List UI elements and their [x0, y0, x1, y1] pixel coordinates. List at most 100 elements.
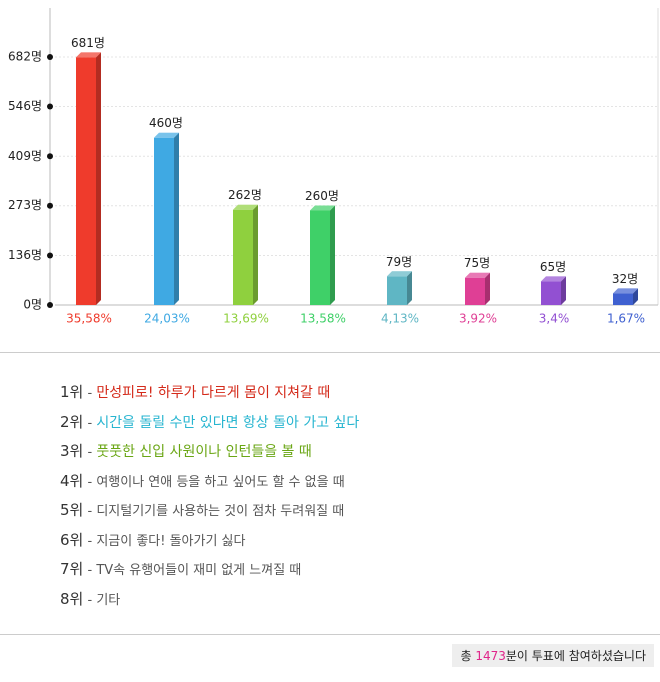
- y-tick-label: 273명: [8, 198, 42, 212]
- bar-top: [613, 288, 638, 294]
- bar-side-shade: [96, 52, 101, 306]
- bar: [613, 293, 633, 305]
- rank: 2위: [60, 412, 84, 431]
- bar-top-shade: [154, 132, 179, 138]
- footer: 총 1473분이 투표에 참여하셨습니다: [452, 644, 654, 667]
- bar-side: [485, 272, 490, 305]
- bar: [387, 276, 407, 305]
- bar-top: [465, 272, 490, 278]
- ranking-item: 6위 - 지금이 좋다! 돌아가기 싫다: [60, 526, 359, 556]
- bar-side-shade: [174, 132, 179, 305]
- dash: -: [83, 563, 97, 578]
- rank: 3위: [60, 442, 84, 460]
- tick-dot: [47, 103, 53, 110]
- bar-top: [76, 52, 101, 58]
- separator: [0, 352, 660, 353]
- footer-prefix: 총: [460, 649, 472, 663]
- ranking-item: 8위 - 기타: [60, 585, 359, 615]
- value-label: 32명: [612, 272, 638, 286]
- tick-dot: [47, 153, 53, 160]
- dash: -: [83, 415, 97, 431]
- value-label: 681명: [71, 36, 105, 50]
- bar-top-shade: [613, 288, 638, 294]
- bar: [310, 210, 330, 305]
- dash: -: [83, 386, 97, 401]
- bar-side-shade: [633, 288, 638, 305]
- tick-dot: [47, 54, 53, 60]
- ranking-text: 풋풋한 신입 사원이나 인턴들을 볼 때: [96, 444, 312, 460]
- value-label: 260명: [305, 189, 339, 203]
- ranking-item: 1위 - 만성피로! 하루가 다르게 몸이 지쳐갈 때: [60, 378, 359, 408]
- bar-side-shade: [330, 205, 335, 305]
- bar-side: [96, 52, 101, 306]
- y-tick-label: 136명: [8, 248, 42, 262]
- ranking-text: TV속 유행어들이 재미 없게 느껴질 때: [96, 563, 302, 578]
- bar-top: [387, 271, 412, 277]
- bar-side: [330, 205, 335, 305]
- bar-side-shade: [407, 271, 412, 305]
- bar-side-shade: [485, 272, 490, 305]
- x-tick-label: 4,13%: [381, 312, 419, 326]
- value-label: 75명: [464, 256, 490, 270]
- bar-top-shade: [310, 205, 335, 211]
- chart: 0명 136명 273명 409명 546명 682명 681명 35,58% 460명 24,0…: [8, 8, 659, 326]
- rank: 8위: [60, 589, 84, 608]
- ranking-text: 지금이 좋다! 돌아가기 싫다: [96, 533, 246, 549]
- y-tick-label: 409명: [8, 149, 42, 163]
- bar-top: [233, 204, 258, 210]
- bar-top-shade: [233, 204, 258, 210]
- bar-top: [541, 276, 566, 282]
- bar: [541, 281, 561, 305]
- bar-side: [253, 204, 258, 305]
- rank: 5위: [60, 501, 84, 519]
- y-tick-label: 682명: [8, 50, 42, 64]
- ranking-item: 5위 - 디지털기기를 사용하는 것이 점차 두려워질 때: [60, 496, 359, 526]
- rank: 6위: [60, 530, 84, 549]
- ranking-item: 2위 - 시간을 돌릴 수만 있다면 항상 돌아 가고 싶다: [60, 408, 359, 438]
- bar: [233, 209, 253, 305]
- dash: -: [83, 533, 97, 549]
- y-tick-label: 546명: [8, 99, 42, 113]
- separator: [0, 634, 660, 635]
- dash: -: [83, 474, 97, 490]
- x-tick-label: 35,58%: [66, 312, 112, 326]
- footer-suffix: 분이 투표에 참여하셨습니다: [505, 649, 646, 663]
- rank: 4위: [60, 471, 84, 490]
- ranking-list: 1위 - 만성피로! 하루가 다르게 몸이 지쳐갈 때 2위 - 시간을 돌릴 수…: [60, 378, 359, 614]
- rank: 7위: [60, 560, 84, 578]
- ranking-item: 4위 - 여행이나 연애 등을 하고 싶어도 할 수 없을 때: [60, 467, 359, 497]
- ranking-text: 시간을 돌릴 수만 있다면 항상 돌아 가고 싶다: [96, 414, 360, 431]
- tick-dot: [47, 252, 53, 259]
- value-label: 262명: [228, 188, 262, 202]
- bar-top: [310, 205, 335, 211]
- bar-top-shade: [541, 276, 566, 282]
- dash: -: [83, 592, 97, 608]
- bar-side: [561, 276, 566, 305]
- ranking-text: 만성피로! 하루가 다르게 몸이 지쳐갈 때: [96, 385, 331, 401]
- bar-top-shade: [76, 52, 101, 58]
- value-label: 65명: [540, 260, 566, 274]
- ranking-item: 7위 - TV속 유행어들이 재미 없게 느껴질 때: [60, 555, 359, 585]
- footer-count: 1473: [475, 649, 506, 663]
- bar-side-shade: [561, 276, 566, 305]
- value-label: 79명: [386, 255, 412, 269]
- bar: [154, 137, 174, 305]
- value-label: 460명: [149, 116, 183, 130]
- dash: -: [83, 504, 97, 519]
- rank: 1위: [60, 383, 84, 401]
- y-tick-label: 0명: [23, 298, 42, 312]
- x-tick-label: 1,67%: [607, 312, 645, 326]
- bar: [76, 57, 96, 306]
- bar-side-shade: [253, 204, 258, 305]
- x-tick-label: 3,4%: [539, 312, 570, 326]
- bar: [465, 277, 485, 305]
- ranking-text: 기타: [96, 592, 121, 608]
- ranking-item: 3위 - 풋풋한 신입 사원이나 인턴들을 볼 때: [60, 437, 359, 467]
- x-tick-label: 13,69%: [223, 312, 269, 326]
- ranking-text: 여행이나 연애 등을 하고 싶어도 할 수 없을 때: [96, 474, 345, 490]
- tick-dot: [47, 302, 53, 308]
- x-tick-label: 13,58%: [300, 312, 346, 326]
- x-tick-label: 3,92%: [459, 312, 497, 326]
- dash: -: [83, 445, 97, 460]
